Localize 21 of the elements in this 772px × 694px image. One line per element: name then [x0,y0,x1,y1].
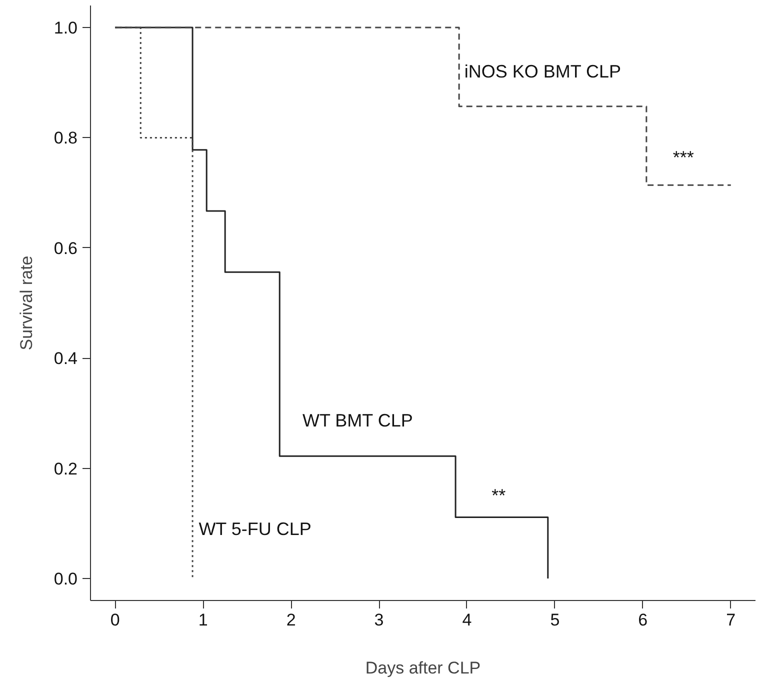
x-tick-label: 0 [110,610,120,630]
annotation: *** [672,148,694,168]
y-tick-label: 0.6 [54,238,78,258]
x-tick-label: 5 [550,610,560,630]
y-tick-label: 0.4 [54,349,78,368]
series-label: iNOS KO BMT CLP [464,62,622,82]
series-label: WT BMT CLP [302,410,413,430]
y-tick-label: 1.0 [54,18,78,38]
y-tick-label: 0.2 [54,459,78,478]
series-label: WT 5-FU CLP [198,518,312,539]
y-tick-label: 0.8 [54,128,78,148]
annotation: ** [492,485,506,506]
y-tick-label: 0.0 [54,569,78,588]
x-tick-label: 6 [638,610,648,630]
x-axis-title: Days after CLP [365,658,481,678]
x-tick-label: 4 [462,610,472,630]
x-tick-label: 3 [374,610,384,630]
x-tick-label: 1 [198,610,208,630]
y-axis-title: Survival rate [16,256,36,350]
x-tick-label: 2 [286,610,296,630]
x-tick-label: 7 [726,610,736,630]
